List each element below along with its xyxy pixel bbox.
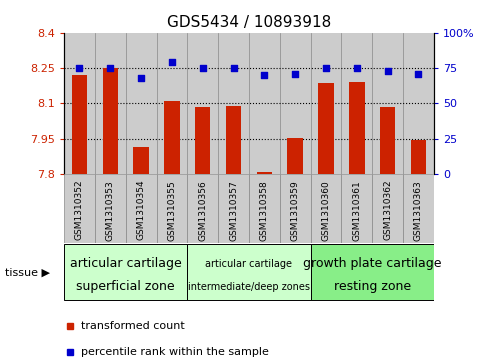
- Point: [384, 68, 391, 74]
- Bar: [195, 107, 211, 363]
- Point: [75, 65, 83, 71]
- Text: GSM1310355: GSM1310355: [168, 180, 176, 241]
- Text: GSM1310353: GSM1310353: [106, 180, 115, 241]
- Text: intermediate/deep zones: intermediate/deep zones: [188, 282, 310, 292]
- Text: GSM1310363: GSM1310363: [414, 180, 423, 241]
- Text: GSM1310360: GSM1310360: [321, 180, 330, 241]
- Bar: [311, 33, 341, 174]
- Text: percentile rank within the sample: percentile rank within the sample: [81, 347, 269, 357]
- Bar: [318, 83, 334, 363]
- Bar: [95, 174, 126, 243]
- Bar: [126, 33, 157, 174]
- Bar: [72, 75, 87, 363]
- Bar: [95, 33, 126, 174]
- Bar: [380, 107, 395, 363]
- Text: articular cartilage: articular cartilage: [70, 257, 181, 270]
- Text: GSM1310359: GSM1310359: [291, 180, 300, 241]
- Bar: [249, 33, 280, 174]
- Text: transformed count: transformed count: [81, 321, 184, 331]
- Bar: [311, 174, 341, 243]
- Text: GSM1310354: GSM1310354: [137, 180, 145, 240]
- Bar: [126, 174, 157, 243]
- Bar: [187, 33, 218, 174]
- Bar: [164, 101, 179, 363]
- Bar: [218, 174, 249, 243]
- Bar: [218, 33, 249, 174]
- Bar: [187, 174, 218, 243]
- Point: [168, 60, 176, 65]
- Text: superficial zone: superficial zone: [76, 280, 175, 293]
- Point: [415, 71, 423, 77]
- Bar: [257, 172, 272, 363]
- Point: [260, 72, 268, 78]
- Point: [291, 71, 299, 77]
- Bar: [64, 244, 187, 300]
- Bar: [411, 140, 426, 363]
- Text: GSM1310356: GSM1310356: [198, 180, 207, 241]
- Bar: [157, 174, 187, 243]
- Bar: [403, 33, 434, 174]
- Bar: [287, 138, 303, 363]
- Bar: [311, 244, 434, 300]
- Point: [322, 65, 330, 71]
- Text: resting zone: resting zone: [334, 280, 411, 293]
- Text: GSM1310352: GSM1310352: [75, 180, 84, 240]
- Text: growth plate cartilage: growth plate cartilage: [303, 257, 441, 270]
- Point: [137, 75, 145, 81]
- Point: [199, 65, 207, 71]
- Bar: [341, 174, 372, 243]
- Bar: [349, 82, 364, 363]
- Bar: [187, 244, 311, 300]
- Text: tissue ▶: tissue ▶: [5, 267, 50, 277]
- Bar: [372, 33, 403, 174]
- Point: [106, 65, 114, 71]
- Bar: [226, 106, 241, 363]
- Bar: [64, 174, 95, 243]
- Point: [353, 65, 361, 71]
- Bar: [249, 174, 280, 243]
- Text: GSM1310361: GSM1310361: [352, 180, 361, 241]
- Text: GSM1310357: GSM1310357: [229, 180, 238, 241]
- Text: GSM1310358: GSM1310358: [260, 180, 269, 241]
- Bar: [157, 33, 187, 174]
- Text: articular cartilage: articular cartilage: [206, 258, 292, 269]
- Point: [230, 65, 238, 71]
- Text: GSM1310362: GSM1310362: [383, 180, 392, 240]
- Bar: [341, 33, 372, 174]
- Bar: [280, 174, 311, 243]
- Bar: [64, 33, 95, 174]
- Bar: [372, 174, 403, 243]
- Bar: [280, 33, 311, 174]
- Bar: [403, 174, 434, 243]
- Bar: [134, 147, 149, 363]
- Bar: [103, 68, 118, 363]
- Text: GDS5434 / 10893918: GDS5434 / 10893918: [167, 15, 331, 29]
